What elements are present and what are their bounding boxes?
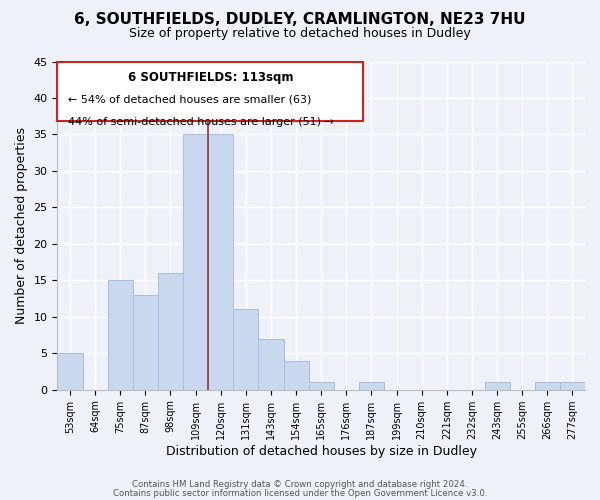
Y-axis label: Number of detached properties: Number of detached properties xyxy=(15,127,28,324)
Text: ← 54% of detached houses are smaller (63): ← 54% of detached houses are smaller (63… xyxy=(68,94,311,104)
Text: 44% of semi-detached houses are larger (51) →: 44% of semi-detached houses are larger (… xyxy=(68,118,334,128)
Bar xyxy=(158,273,183,390)
Bar xyxy=(208,134,233,390)
Bar xyxy=(58,354,83,390)
X-axis label: Distribution of detached houses by size in Dudley: Distribution of detached houses by size … xyxy=(166,444,477,458)
Bar xyxy=(560,382,585,390)
Bar xyxy=(535,382,560,390)
Text: Contains HM Land Registry data © Crown copyright and database right 2024.: Contains HM Land Registry data © Crown c… xyxy=(132,480,468,489)
Bar xyxy=(308,382,334,390)
Bar xyxy=(133,295,158,390)
Text: 6, SOUTHFIELDS, DUDLEY, CRAMLINGTON, NE23 7HU: 6, SOUTHFIELDS, DUDLEY, CRAMLINGTON, NE2… xyxy=(74,12,526,28)
Bar xyxy=(183,134,208,390)
Bar xyxy=(107,280,133,390)
FancyBboxPatch shape xyxy=(58,62,364,120)
Bar xyxy=(485,382,509,390)
Text: 6 SOUTHFIELDS: 113sqm: 6 SOUTHFIELDS: 113sqm xyxy=(128,72,293,85)
Bar xyxy=(359,382,384,390)
Text: Contains public sector information licensed under the Open Government Licence v3: Contains public sector information licen… xyxy=(113,489,487,498)
Bar xyxy=(284,360,308,390)
Bar xyxy=(233,310,259,390)
Text: Size of property relative to detached houses in Dudley: Size of property relative to detached ho… xyxy=(129,28,471,40)
Bar xyxy=(259,338,284,390)
